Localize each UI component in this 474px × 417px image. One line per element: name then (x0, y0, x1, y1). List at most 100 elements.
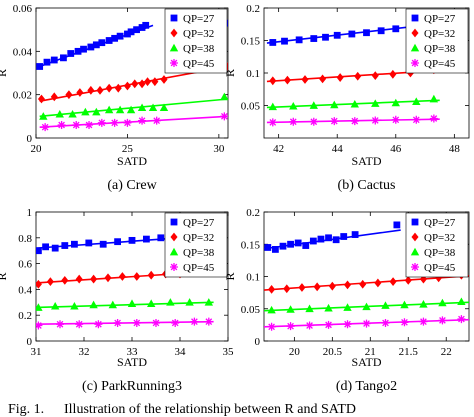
data-point (157, 234, 165, 242)
x-tick-label: 42 (273, 143, 284, 155)
data-point (60, 54, 67, 62)
data-point (126, 105, 136, 114)
data-point (325, 234, 332, 242)
data-point (39, 112, 48, 120)
data-point (204, 317, 213, 326)
data-point (268, 285, 276, 294)
y-axis-label: R (223, 272, 237, 280)
y-tick-label: 0.15 (241, 239, 261, 251)
data-point (113, 318, 122, 327)
subplot-caption: (b) Cactus (338, 178, 396, 193)
legend-entry: QP=38 (424, 247, 456, 259)
data-point (289, 101, 298, 110)
data-point (350, 117, 359, 126)
data-point (289, 117, 298, 126)
data-point (371, 116, 380, 125)
data-point (92, 41, 100, 49)
data-point (108, 300, 117, 309)
data-point (393, 221, 401, 229)
y-axis-label: R (0, 69, 9, 77)
data-point (43, 58, 51, 66)
panel-cactus: 42 44 46 48 0.05 0.1 0.15 0.2 SATD R QP=27 QP=32 QP=… (223, 3, 470, 193)
y-axis-label: R (223, 69, 237, 77)
fit-line (36, 320, 214, 326)
data-point (419, 300, 428, 308)
data-point (142, 21, 150, 29)
legend-marker (169, 247, 179, 256)
data-point (381, 301, 390, 309)
y-tick-label: 1 (27, 207, 33, 219)
data-point (128, 236, 136, 244)
legend-marker (410, 43, 420, 52)
data-point (359, 279, 367, 289)
data-point (96, 85, 104, 95)
fit-line (36, 237, 181, 249)
y-tick-label: 0 (27, 336, 33, 348)
data-point (330, 100, 339, 109)
data-point (363, 29, 370, 37)
data-point (286, 322, 295, 331)
legend-entry: QP=38 (424, 43, 456, 55)
y-tick-label: 0.6 (18, 259, 32, 271)
data-point (61, 275, 69, 285)
data-point (333, 31, 341, 39)
data-point (127, 28, 135, 36)
data-point (392, 25, 400, 33)
y-tick-label: 0.05 (241, 304, 261, 316)
data-point (281, 37, 288, 45)
data-point (147, 270, 155, 280)
data-point (389, 69, 397, 79)
data-point (123, 81, 131, 91)
panel-crew: 20 25 30 0 0.02 0.04 0.06 SATD R QP=27 QP=32 QP=38 Q… (0, 3, 229, 193)
y-tick-label: 0.02 (13, 90, 32, 102)
data-point (317, 235, 325, 243)
data-point (336, 73, 344, 82)
data-point (85, 239, 93, 247)
subplot-caption: (d) Tango2 (336, 379, 397, 394)
legend-entry: QP=38 (183, 43, 215, 55)
legend-entry: QP=32 (183, 232, 214, 244)
data-point (343, 303, 352, 311)
data-point (457, 315, 466, 324)
data-point (412, 115, 421, 124)
x-tick-label: 22 (441, 346, 452, 358)
x-axis-label: SATD (117, 154, 147, 168)
data-point (87, 43, 95, 51)
legend-marker (411, 218, 419, 226)
data-point (114, 83, 122, 93)
data-point (309, 101, 318, 109)
data-point (36, 303, 43, 311)
data-point (279, 242, 287, 250)
data-point (115, 105, 125, 114)
data-point (328, 281, 336, 291)
data-point (41, 123, 50, 132)
data-point (298, 283, 306, 292)
y-tick-label: 0 (27, 133, 33, 145)
y-tick-label: 0.1 (246, 272, 260, 284)
legend-entry: QP=27 (424, 217, 456, 229)
y-tick-label: 0.15 (241, 36, 261, 48)
data-point (438, 298, 447, 307)
subplot-caption: (a) Crew (107, 178, 157, 193)
data-point (354, 71, 362, 81)
data-point (301, 75, 309, 84)
data-point (104, 273, 112, 283)
y-tick-label: 0.05 (241, 101, 261, 113)
y-tick-label: 0.2 (246, 3, 260, 15)
data-point (85, 121, 94, 129)
data-point (404, 275, 412, 285)
fit-line (39, 115, 228, 128)
data-point (36, 321, 43, 330)
data-point (98, 39, 106, 47)
data-point (56, 320, 64, 329)
data-point (36, 279, 42, 289)
legend-marker (411, 59, 419, 67)
x-tick-label: 33 (127, 346, 139, 358)
y-tick-label: 0.06 (13, 3, 33, 15)
data-point (76, 88, 84, 97)
data-point (87, 85, 95, 95)
data-point (264, 244, 272, 251)
data-point (302, 242, 310, 249)
data-point (271, 246, 279, 253)
data-point (391, 115, 400, 124)
